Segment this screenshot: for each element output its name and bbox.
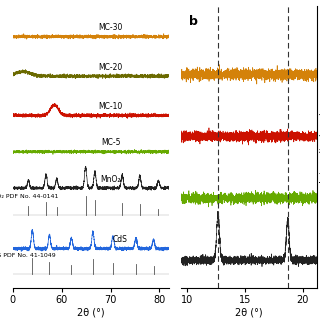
Text: MnO₂ PDF No. 44-0141: MnO₂ PDF No. 44-0141 [0, 194, 58, 199]
Text: MC-5: MC-5 [101, 138, 120, 147]
X-axis label: 2θ (°): 2θ (°) [235, 308, 263, 318]
Text: CdS: CdS [113, 235, 128, 244]
Text: b: b [189, 15, 198, 28]
Text: CdS PDF No. 41-1049: CdS PDF No. 41-1049 [0, 253, 56, 258]
X-axis label: 2θ (°): 2θ (°) [77, 308, 105, 318]
Text: MC-20: MC-20 [98, 62, 123, 71]
Text: MC-30: MC-30 [98, 23, 123, 32]
Text: MnO₂: MnO₂ [100, 174, 121, 184]
Text: MC-10: MC-10 [98, 102, 123, 111]
